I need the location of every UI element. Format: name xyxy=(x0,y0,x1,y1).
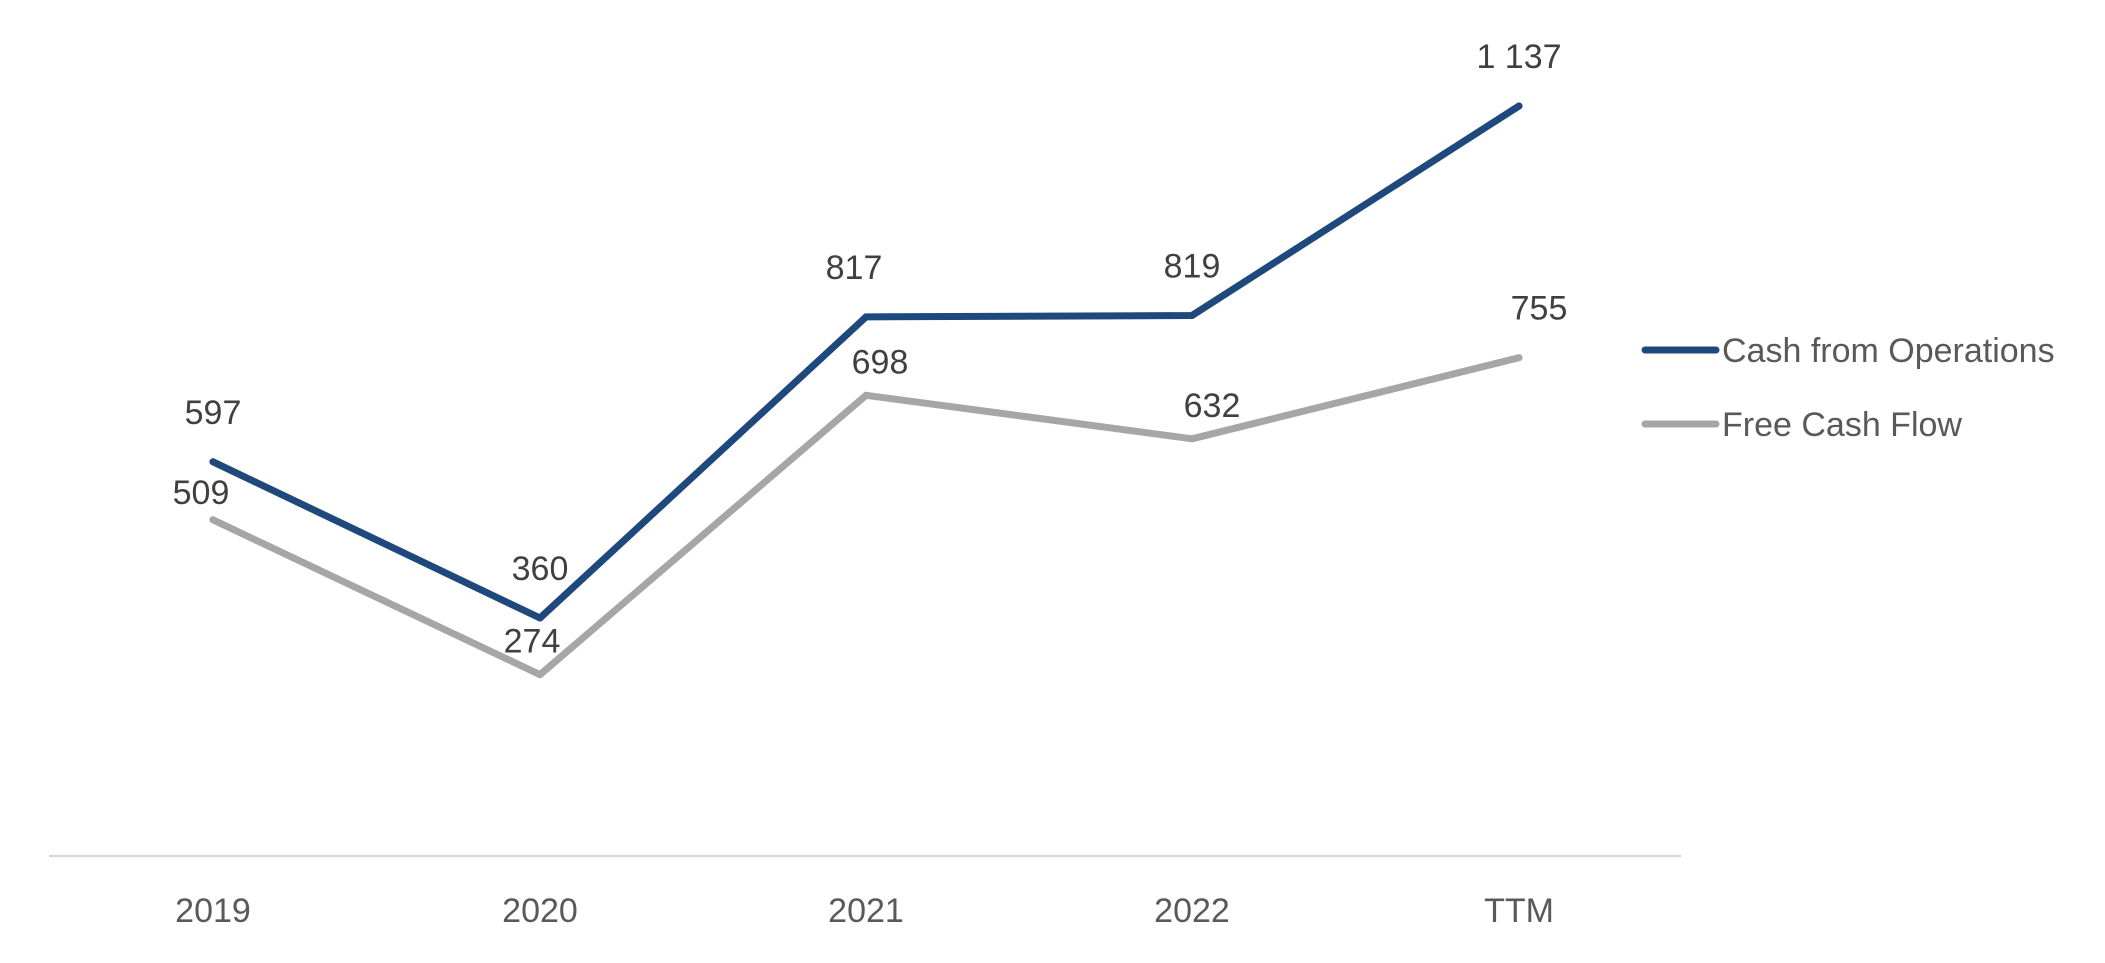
data-label: 360 xyxy=(512,550,569,588)
x-tick-label: 2021 xyxy=(828,892,904,930)
data-point xyxy=(1188,435,1196,443)
data-label: 817 xyxy=(826,249,883,287)
data-point xyxy=(1515,354,1523,362)
data-label: 698 xyxy=(852,343,909,381)
data-point xyxy=(536,614,544,622)
x-axis-tick-labels: 2019 2020 2021 2022 TTM xyxy=(175,892,1554,930)
data-label: 819 xyxy=(1164,248,1221,286)
data-point xyxy=(209,516,217,524)
data-point xyxy=(209,458,217,466)
data-label: 1 137 xyxy=(1476,38,1561,76)
data-label: 755 xyxy=(1511,290,1568,328)
series-line-1 xyxy=(209,354,1523,679)
legend: Cash from Operations Free Cash Flow xyxy=(1641,332,2055,444)
x-tick-label: 2020 xyxy=(502,892,578,930)
data-labels: 597 360 817 819 1 137 509 274 698 632 755 xyxy=(173,38,1568,661)
legend-label: Free Cash Flow xyxy=(1722,406,1962,444)
x-tick-label: 2019 xyxy=(175,892,251,930)
data-label: 597 xyxy=(185,394,242,432)
data-label: 274 xyxy=(504,623,561,661)
data-point xyxy=(1188,312,1196,319)
legend-label: Cash from Operations xyxy=(1722,332,2055,370)
data-label: 632 xyxy=(1184,387,1241,425)
data-point xyxy=(862,391,870,399)
x-tick-label: 2022 xyxy=(1154,892,1230,930)
series-lines xyxy=(209,102,1523,679)
data-point xyxy=(536,671,544,679)
data-label: 509 xyxy=(173,474,230,512)
x-tick-label: TTM xyxy=(1484,892,1554,930)
data-point xyxy=(1515,102,1523,110)
data-point xyxy=(862,313,870,321)
